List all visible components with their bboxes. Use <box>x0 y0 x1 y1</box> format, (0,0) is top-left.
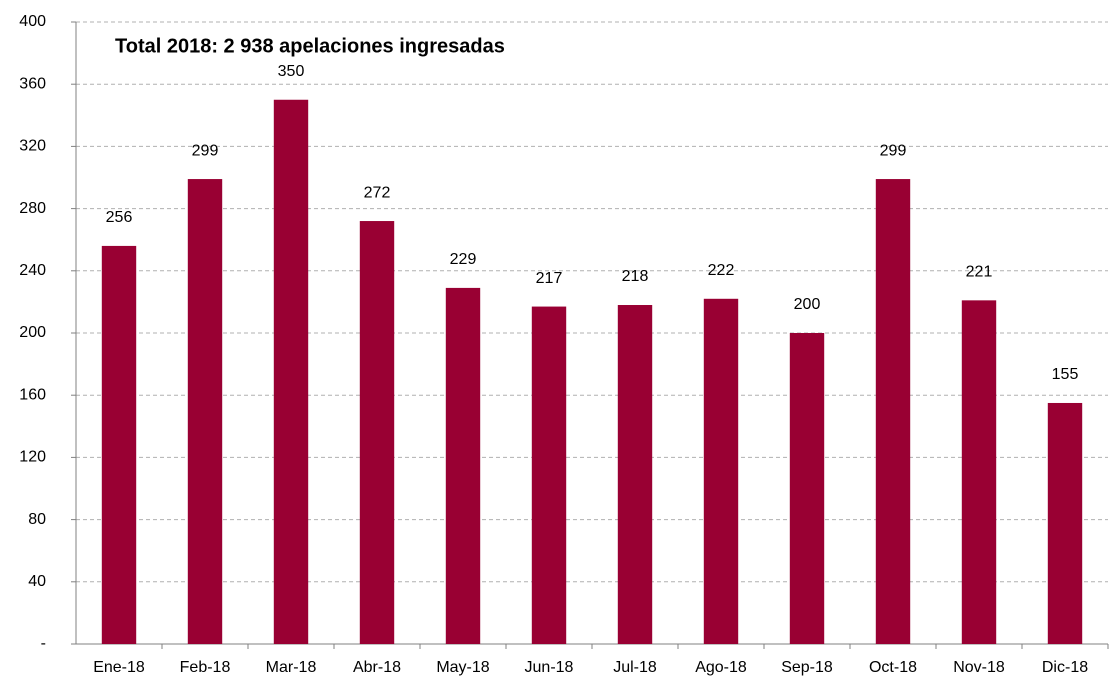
value-label: 299 <box>192 142 219 159</box>
x-tick-label: Sep-18 <box>781 659 833 676</box>
x-tick-label: Ene-18 <box>93 659 145 676</box>
y-tick-label: 280 <box>19 200 46 217</box>
value-label: 229 <box>450 251 477 268</box>
value-label: 256 <box>106 209 133 226</box>
x-tick-label: Ago-18 <box>695 659 747 676</box>
bar <box>875 179 911 644</box>
x-tick-label: May-18 <box>436 659 489 676</box>
value-label: 272 <box>364 184 391 201</box>
y-tick-label: 120 <box>19 449 46 466</box>
bar <box>273 99 309 644</box>
y-tick-label: 240 <box>19 262 46 279</box>
chart-title: Total 2018: 2 938 apelaciones ingresadas <box>115 35 505 57</box>
y-tick-label: - <box>41 635 46 652</box>
y-tick-label: 360 <box>19 75 46 92</box>
bar <box>789 333 825 644</box>
bar <box>1047 402 1083 644</box>
bar <box>445 287 481 644</box>
value-label: 217 <box>536 270 563 287</box>
value-label: 221 <box>966 264 993 281</box>
x-tick-label: Feb-18 <box>180 659 231 676</box>
y-tick-label: 320 <box>19 138 46 155</box>
bar <box>961 300 997 644</box>
y-tick-label: 400 <box>19 13 46 30</box>
x-tick-label: Dic-18 <box>1042 659 1088 676</box>
bar <box>187 179 223 644</box>
y-tick-label: 80 <box>28 511 46 528</box>
x-tick-label: Mar-18 <box>266 659 317 676</box>
value-label: 218 <box>622 268 649 285</box>
x-tick-label: Nov-18 <box>953 659 1005 676</box>
bar <box>703 298 739 644</box>
x-tick-label: Oct-18 <box>869 659 917 676</box>
bar <box>359 221 395 645</box>
bar <box>531 306 567 644</box>
y-tick-label: 40 <box>28 573 46 590</box>
x-tick-label: Jun-18 <box>525 659 574 676</box>
value-label: 299 <box>880 142 907 159</box>
bar <box>617 305 653 644</box>
value-label: 155 <box>1052 366 1079 383</box>
value-label: 222 <box>708 262 735 279</box>
value-label: 350 <box>278 63 305 80</box>
value-label: 200 <box>794 296 821 313</box>
y-tick-label: 200 <box>19 324 46 341</box>
bar <box>101 245 137 645</box>
x-tick-label: Jul-18 <box>613 659 657 676</box>
x-tick-label: Abr-18 <box>353 659 401 676</box>
y-tick-label: 160 <box>19 386 46 403</box>
